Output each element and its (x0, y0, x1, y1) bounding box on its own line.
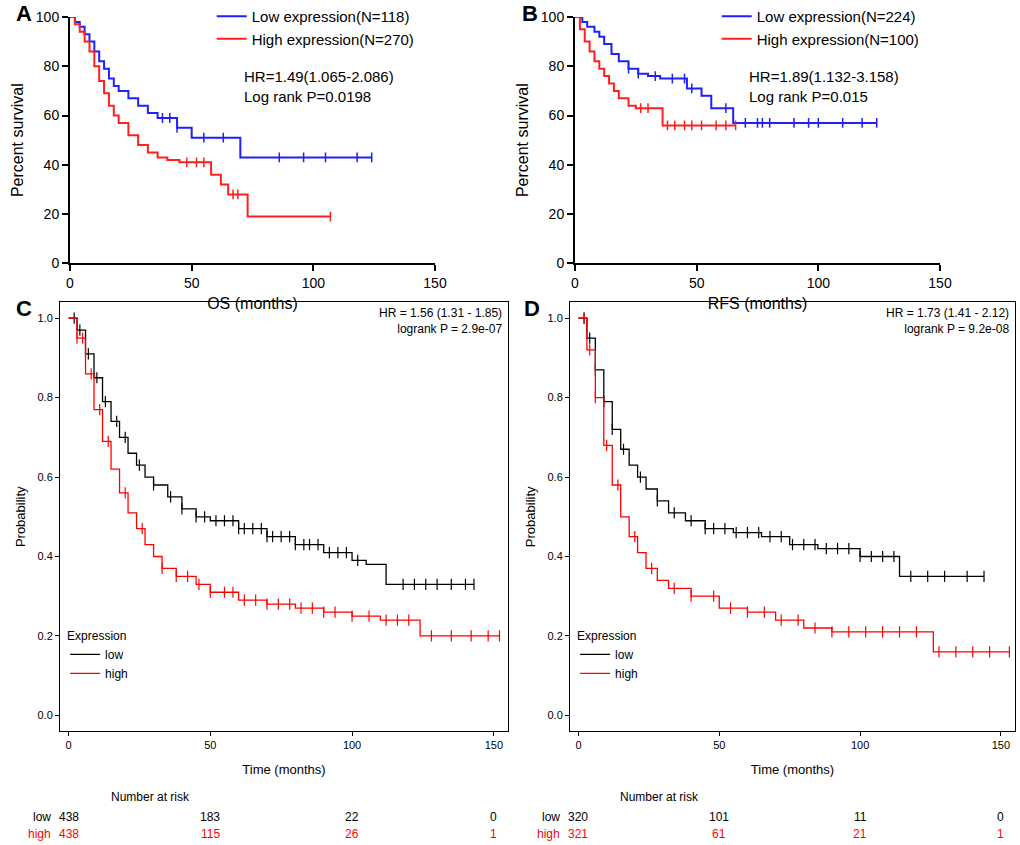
svg-text:High expression(N=100): High expression(N=100) (757, 31, 919, 48)
svg-text:1.0: 1.0 (38, 312, 53, 324)
svg-text:Time (months): Time (months) (751, 762, 834, 777)
svg-text:115: 115 (201, 827, 220, 841)
svg-text:0: 0 (575, 739, 581, 751)
svg-text:50: 50 (689, 275, 705, 291)
svg-text:high: high (615, 667, 638, 681)
svg-text:100: 100 (541, 9, 565, 25)
svg-text:150: 150 (485, 739, 503, 751)
svg-text:low: low (105, 648, 123, 662)
svg-text:60: 60 (44, 107, 60, 123)
svg-text:1: 1 (997, 827, 1004, 841)
svg-text:C: C (16, 296, 32, 321)
svg-text:438: 438 (59, 810, 79, 824)
svg-text:HR = 1.73 (1.41 - 2.12)logrank: HR = 1.73 (1.41 - 2.12)logrank P = 9.2e-… (886, 306, 1009, 336)
svg-text:0.4: 0.4 (38, 550, 53, 562)
svg-text:1: 1 (490, 827, 497, 841)
svg-text:Low expression(N=118): Low expression(N=118) (252, 8, 410, 25)
svg-text:100: 100 (343, 739, 361, 751)
svg-text:183: 183 (200, 810, 220, 824)
svg-text:HR=1.89(1.132-3.158)Log rank P: HR=1.89(1.132-3.158)Log rank P=0.015 (749, 68, 899, 105)
svg-text:20: 20 (549, 206, 565, 222)
svg-text:0.2: 0.2 (38, 630, 53, 642)
svg-text:60: 60 (549, 107, 565, 123)
svg-text:High expression(N=270): High expression(N=270) (252, 31, 414, 48)
svg-text:80: 80 (44, 58, 60, 74)
svg-text:0: 0 (66, 275, 74, 291)
svg-text:0.6: 0.6 (548, 471, 563, 483)
svg-text:22: 22 (345, 810, 359, 824)
svg-text:100: 100 (36, 9, 60, 25)
svg-text:Probability: Probability (13, 486, 28, 547)
svg-text:100: 100 (851, 739, 869, 751)
svg-text:50: 50 (204, 739, 216, 751)
svg-text:40: 40 (549, 157, 565, 173)
svg-text:Low expression(N=224): Low expression(N=224) (757, 8, 916, 25)
svg-text:0.0: 0.0 (38, 709, 53, 721)
svg-text:B: B (522, 1, 538, 26)
svg-text:0: 0 (571, 275, 579, 291)
svg-text:high: high (537, 827, 560, 841)
svg-text:0.6: 0.6 (38, 471, 53, 483)
svg-text:Percent survival: Percent survival (514, 83, 531, 197)
svg-text:D: D (524, 296, 540, 321)
svg-text:0: 0 (997, 810, 1004, 824)
svg-text:40: 40 (44, 157, 60, 173)
svg-text:0.2: 0.2 (548, 630, 563, 642)
svg-text:50: 50 (184, 275, 200, 291)
svg-text:Expression: Expression (577, 629, 636, 643)
svg-text:150: 150 (423, 275, 447, 291)
svg-text:Number at risk: Number at risk (620, 790, 699, 804)
svg-text:HR = 1.56 (1.31 - 1.85)logrank: HR = 1.56 (1.31 - 1.85)logrank P = 2.9e-… (379, 306, 502, 336)
svg-text:HR=1.49(1.065-2.086)Log rank P: HR=1.49(1.065-2.086)Log rank P=0.0198 (244, 68, 394, 105)
svg-text:0: 0 (556, 255, 564, 271)
svg-text:0: 0 (65, 739, 71, 751)
svg-text:0: 0 (490, 810, 497, 824)
svg-text:50: 50 (713, 739, 725, 751)
svg-text:high: high (105, 667, 128, 681)
svg-text:26: 26 (345, 827, 359, 841)
svg-text:21: 21 (853, 827, 867, 841)
svg-text:Expression: Expression (67, 629, 126, 643)
svg-text:0: 0 (51, 255, 59, 271)
svg-text:150: 150 (992, 739, 1010, 751)
svg-text:61: 61 (712, 827, 726, 841)
svg-text:A: A (16, 1, 32, 26)
svg-text:RFS (months): RFS (months) (708, 295, 808, 312)
svg-text:20: 20 (44, 206, 60, 222)
svg-text:OS (months): OS (months) (207, 295, 298, 312)
svg-text:low: low (542, 810, 560, 824)
svg-text:low: low (33, 810, 51, 824)
svg-text:Probability: Probability (523, 486, 538, 547)
svg-text:0.4: 0.4 (548, 550, 563, 562)
svg-text:80: 80 (549, 58, 565, 74)
svg-text:320: 320 (568, 810, 588, 824)
svg-text:0.8: 0.8 (548, 391, 563, 403)
svg-text:101: 101 (709, 810, 729, 824)
svg-text:0.0: 0.0 (548, 709, 563, 721)
svg-text:100: 100 (807, 275, 831, 291)
svg-text:Number at risk: Number at risk (111, 790, 190, 804)
svg-text:0.8: 0.8 (38, 391, 53, 403)
svg-text:438: 438 (59, 827, 79, 841)
svg-text:Time (months): Time (months) (242, 762, 325, 777)
svg-text:high: high (28, 827, 51, 841)
svg-text:150: 150 (928, 275, 952, 291)
svg-text:low: low (615, 648, 633, 662)
svg-text:100: 100 (302, 275, 326, 291)
svg-text:1.0: 1.0 (548, 312, 563, 324)
svg-text:11: 11 (854, 810, 867, 824)
svg-text:Percent survival: Percent survival (9, 83, 26, 197)
svg-text:321: 321 (568, 827, 588, 841)
